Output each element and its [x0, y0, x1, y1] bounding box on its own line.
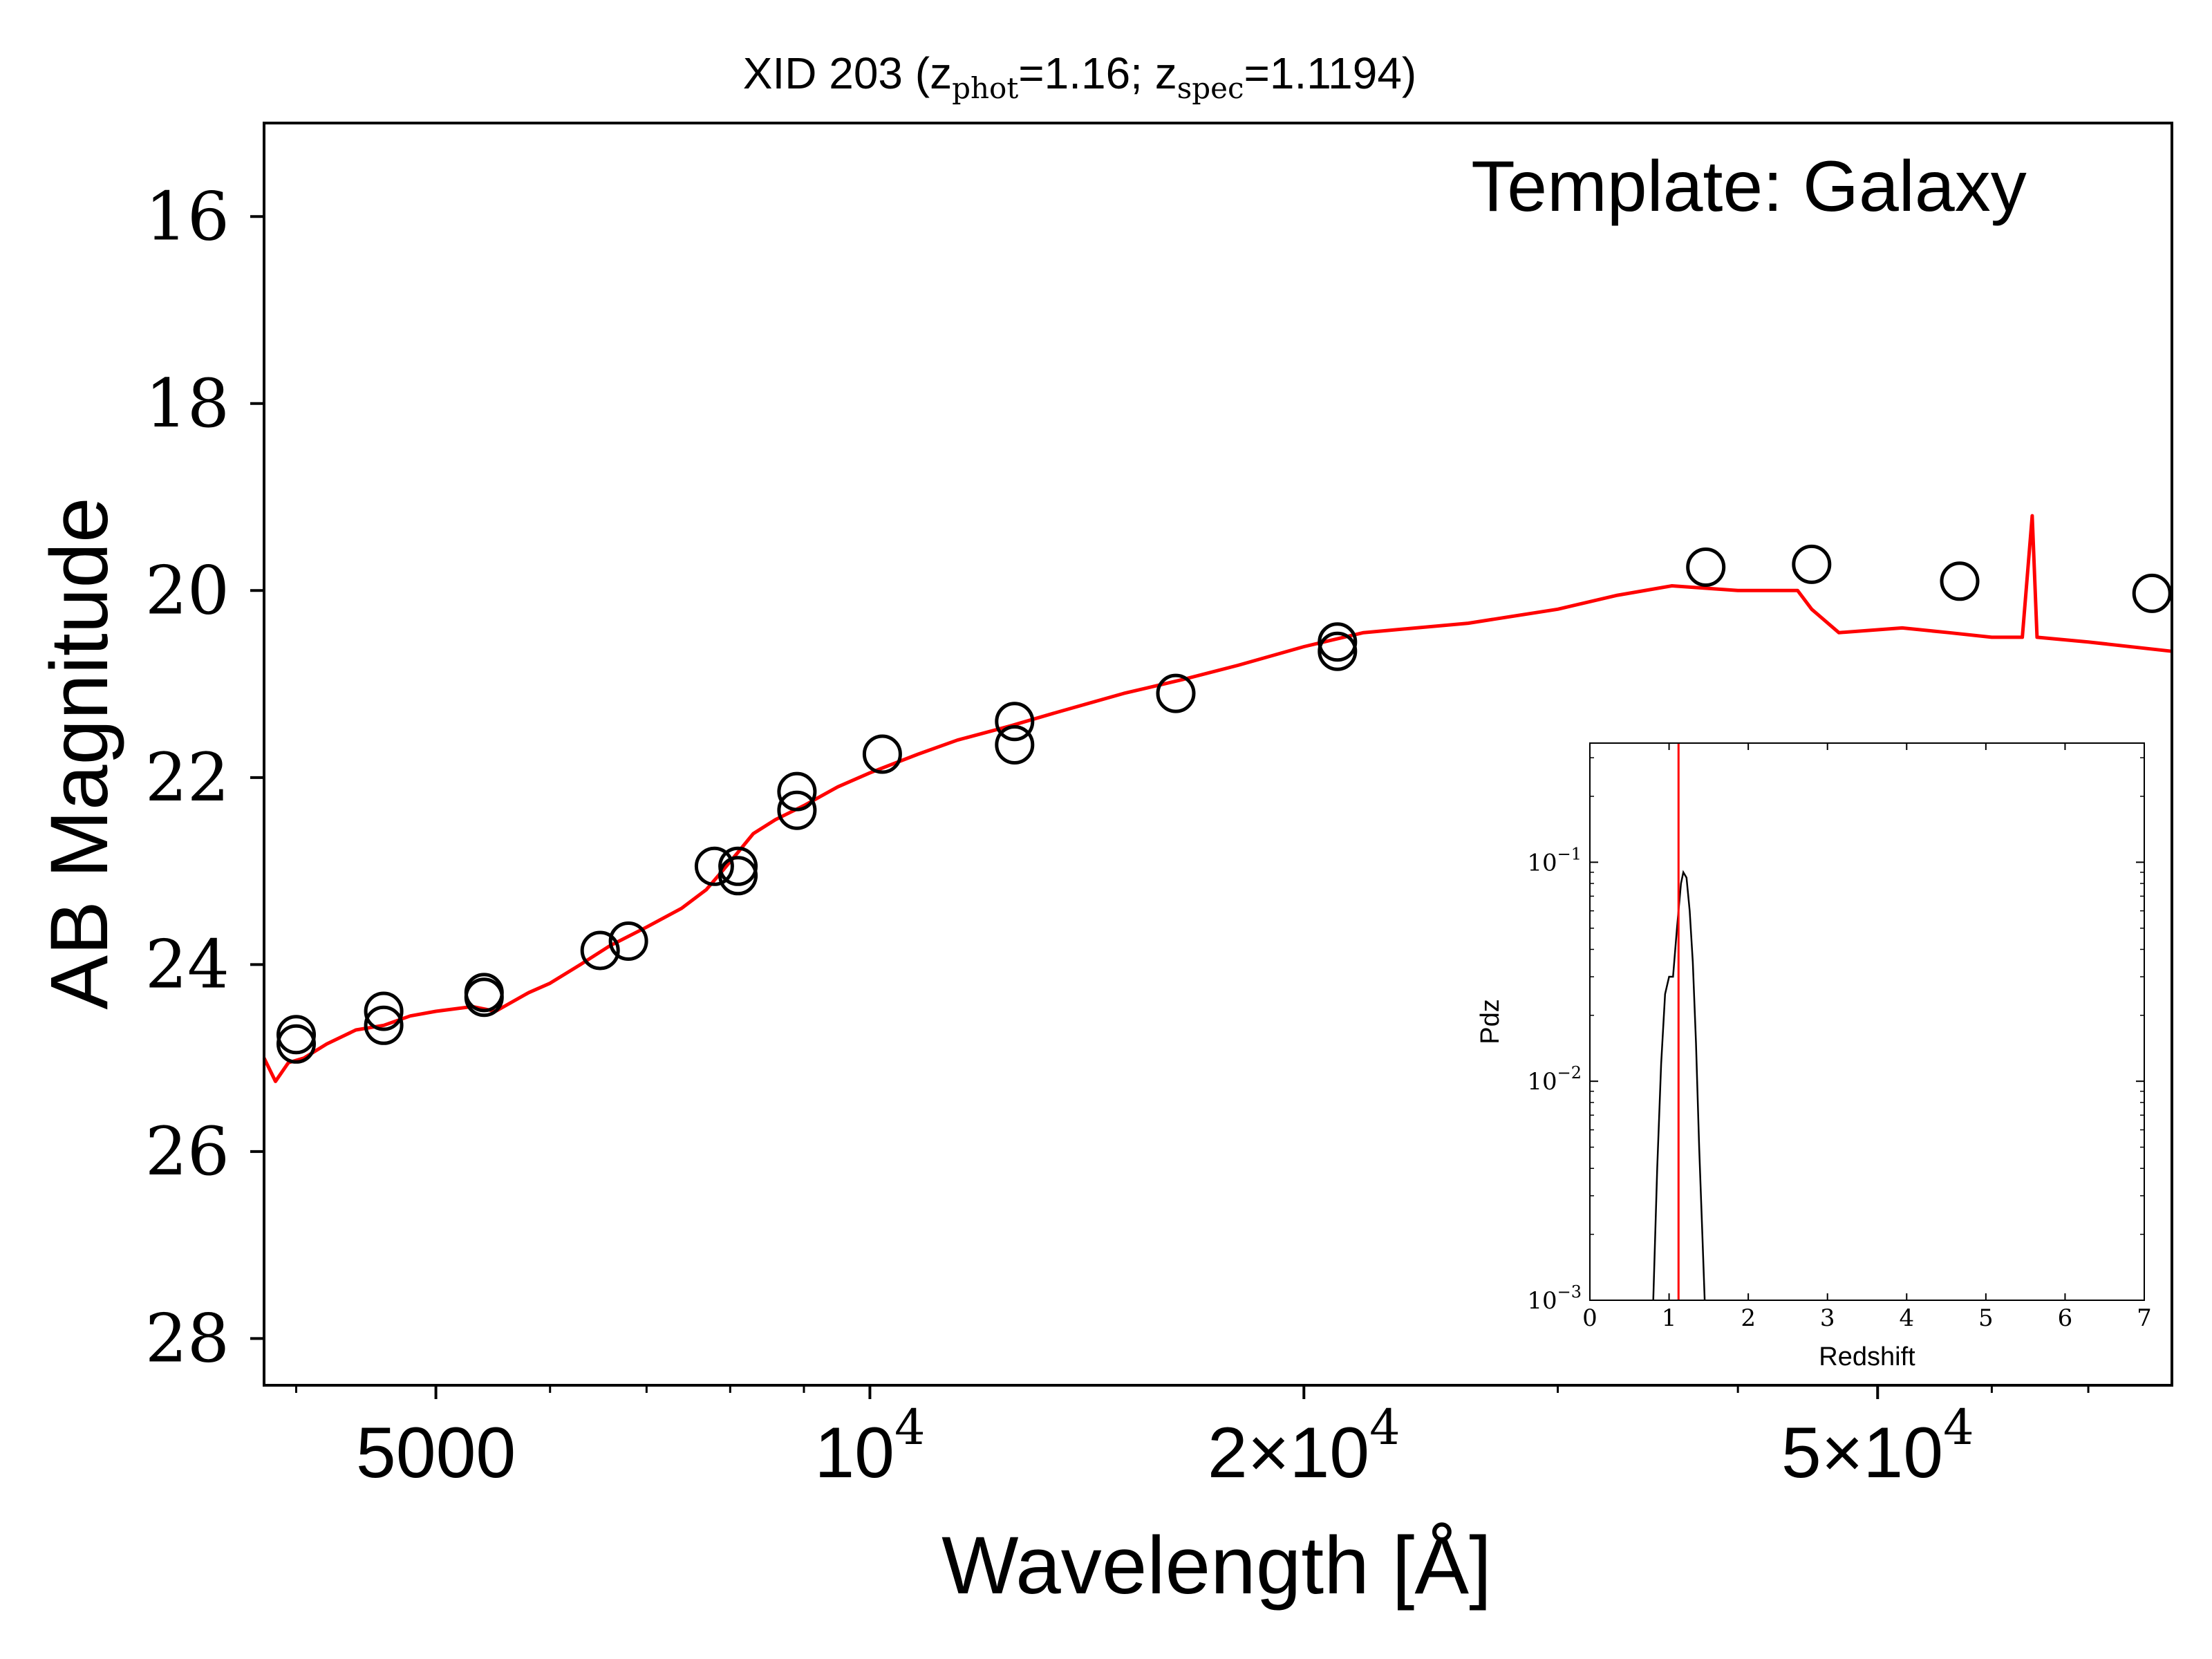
inset-y-tick-label: 10−1: [1527, 844, 1582, 877]
inset-x-tick-label: 3: [1820, 1304, 1835, 1332]
inset-x-tick-label: 4: [1899, 1304, 1914, 1332]
photometry-point: [364, 991, 404, 1031]
photometry-point: [777, 790, 817, 830]
photometry-point: [862, 734, 902, 774]
chart-title: XID 203 (zphot=1.16; zspec=1.1194): [743, 48, 1416, 105]
inset-y-axis-label: Pdz: [1476, 999, 1505, 1044]
template-label: Template: Galaxy: [1471, 147, 2026, 227]
inset-x-tick-label: 2: [1741, 1304, 1756, 1332]
inset-y-tick-label: 10−2: [1527, 1063, 1582, 1096]
photometry-point: [995, 725, 1035, 765]
inset-x-tick-label: 6: [2058, 1304, 2073, 1332]
photometry-point: [718, 856, 758, 896]
inset-background: [1469, 715, 2171, 1382]
inset-x-tick-label: 1: [1662, 1304, 1677, 1332]
photometry-point: [1940, 561, 1980, 601]
pdz-curve: [1652, 870, 1706, 1301]
inset-x-tick-label: 0: [1582, 1304, 1597, 1332]
y-tick-label: 24: [145, 926, 229, 1003]
inset-x-axis-ticks: 0 1 2 3 4 5 6 7: [1582, 743, 2152, 1332]
inset-x-tick-label: 5: [1978, 1304, 1994, 1332]
y-tick-label: 18: [145, 365, 229, 442]
y-tick-label: 26: [145, 1113, 229, 1190]
photometry-point: [464, 977, 504, 1018]
inset-y-axis-ticks: 10−1 10−2 10−3: [1527, 757, 2144, 1315]
pdz-series: [1652, 870, 1706, 1301]
model-spectrum-series: [262, 514, 2173, 1083]
x-tick-label: 5×104: [1781, 1399, 1974, 1493]
photometry-point: [1156, 673, 1196, 713]
y-tick-label: 16: [145, 178, 229, 255]
y-tick-label: 28: [145, 1300, 229, 1377]
photometry-point: [276, 1024, 316, 1064]
main-plot-frame: [263, 122, 2173, 1387]
photometry-point: [1686, 547, 1726, 587]
inset-x-axis-label: Redshift: [1819, 1342, 1915, 1371]
photometry-point: [276, 1015, 316, 1055]
x-tick-label: 104: [814, 1399, 925, 1493]
photometry-point: [718, 846, 758, 886]
photometry-point: [364, 1005, 404, 1045]
model-spectrum-line: [262, 514, 2173, 1083]
photometry-point: [608, 921, 648, 961]
y-tick-label: 20: [145, 552, 229, 629]
photometry-point: [995, 702, 1035, 742]
x-axis-label: Wavelength [Å]: [941, 1520, 1492, 1611]
inset-x-tick-label: 7: [2137, 1304, 2152, 1332]
photometry-point: [2132, 573, 2172, 613]
photometry-point: [580, 930, 620, 971]
inset-frame: [1589, 742, 2145, 1301]
photometry-point: [694, 846, 734, 886]
x-axis-ticks: 5000 104 2×104 5×104: [294, 1385, 2090, 1493]
y-tick-label: 22: [145, 739, 229, 816]
y-axis-ticks: 16 18 20 22 24 26 28: [145, 178, 264, 1377]
x-tick-label: 5000: [356, 1413, 516, 1493]
photometry-series: [276, 544, 2172, 1064]
x-tick-label: 2×104: [1208, 1399, 1400, 1493]
photometry-point: [1318, 622, 1358, 662]
photometry-point: [1318, 631, 1358, 671]
inset-y-tick-label: 10−3: [1527, 1282, 1582, 1315]
inset-pdz-plot: 0 1 2 3 4 5 6 7 10−1 10−2 10−3 Redshift Pdz: [1469, 715, 2171, 1382]
photometry-point: [777, 771, 817, 812]
photometry-point: [1792, 544, 1832, 584]
y-axis-label: AB Magnitude: [34, 497, 125, 1009]
